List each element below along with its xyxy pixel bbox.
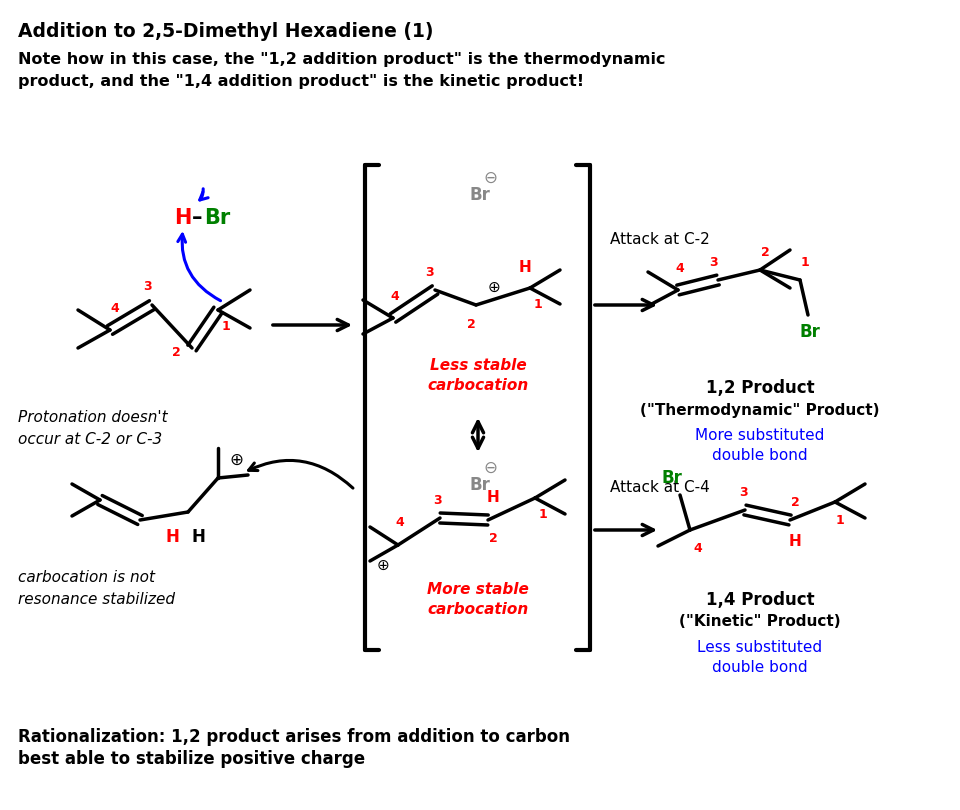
Text: H: H [487, 491, 499, 505]
Text: occur at C-2 or C-3: occur at C-2 or C-3 [18, 432, 162, 447]
Text: 4: 4 [676, 262, 684, 275]
Text: 2: 2 [467, 318, 475, 331]
Text: –: – [192, 208, 203, 228]
Text: Note how in this case, the "1,2 addition product" is the thermodynamic: Note how in this case, the "1,2 addition… [18, 52, 665, 67]
Text: Less stable: Less stable [430, 357, 526, 373]
Text: 1,4 Product: 1,4 Product [706, 591, 814, 609]
Text: carbocation: carbocation [427, 377, 529, 393]
Text: 4: 4 [391, 289, 399, 302]
Text: ("Thermodynamic" Product): ("Thermodynamic" Product) [640, 403, 879, 417]
Text: Addition to 2,5-Dimethyl Hexadiene (1): Addition to 2,5-Dimethyl Hexadiene (1) [18, 22, 434, 41]
Text: ⊖: ⊖ [483, 169, 497, 187]
Text: 1,2 Product: 1,2 Product [706, 379, 814, 397]
Text: Br: Br [469, 186, 491, 204]
Text: Br: Br [204, 208, 230, 228]
Text: best able to stabilize positive charge: best able to stabilize positive charge [18, 750, 365, 768]
Text: carbocation: carbocation [427, 603, 529, 617]
Text: Br: Br [800, 323, 821, 341]
Text: H: H [788, 535, 802, 549]
Text: 3: 3 [708, 255, 717, 268]
Text: 2: 2 [172, 347, 180, 360]
Text: 2: 2 [760, 245, 769, 258]
Text: carbocation is not: carbocation is not [18, 570, 155, 585]
Text: ⊖: ⊖ [483, 459, 497, 477]
Text: 3: 3 [425, 266, 434, 279]
Text: ⊕: ⊕ [229, 451, 243, 469]
Text: Less substituted: Less substituted [697, 641, 823, 655]
Text: H: H [175, 208, 192, 228]
Text: 4: 4 [694, 542, 703, 555]
Text: resonance stabilized: resonance stabilized [18, 592, 175, 607]
Text: 4: 4 [396, 517, 404, 530]
Text: product, and the "1,4 addition product" is the kinetic product!: product, and the "1,4 addition product" … [18, 74, 584, 89]
Text: 1: 1 [534, 299, 542, 312]
Text: 1: 1 [539, 509, 547, 522]
Text: 3: 3 [738, 485, 747, 498]
Text: H: H [191, 528, 204, 546]
Text: 3: 3 [434, 493, 443, 506]
Text: More substituted: More substituted [695, 428, 825, 442]
Text: ⊕: ⊕ [488, 279, 500, 295]
Text: Attack at C-2: Attack at C-2 [610, 232, 709, 248]
Text: ⊕: ⊕ [376, 557, 390, 573]
Text: 1: 1 [222, 319, 230, 332]
Text: Br: Br [661, 469, 683, 487]
Text: 4: 4 [110, 301, 119, 314]
Text: H: H [518, 261, 532, 275]
Text: H: H [165, 528, 179, 546]
Text: double bond: double bond [712, 660, 807, 676]
Text: double bond: double bond [712, 447, 807, 463]
Text: 1: 1 [835, 514, 845, 526]
Text: 2: 2 [489, 531, 497, 544]
Text: More stable: More stable [427, 582, 529, 598]
Text: Attack at C-4: Attack at C-4 [610, 480, 709, 496]
Text: ("Kinetic" Product): ("Kinetic" Product) [679, 615, 841, 629]
Text: Br: Br [469, 476, 491, 494]
Text: 3: 3 [143, 280, 152, 293]
Text: 2: 2 [791, 496, 800, 509]
Text: 1: 1 [801, 255, 809, 268]
Text: Protonation doesn't: Protonation doesn't [18, 410, 168, 425]
Text: Rationalization: 1,2 product arises from addition to carbon: Rationalization: 1,2 product arises from… [18, 728, 570, 746]
